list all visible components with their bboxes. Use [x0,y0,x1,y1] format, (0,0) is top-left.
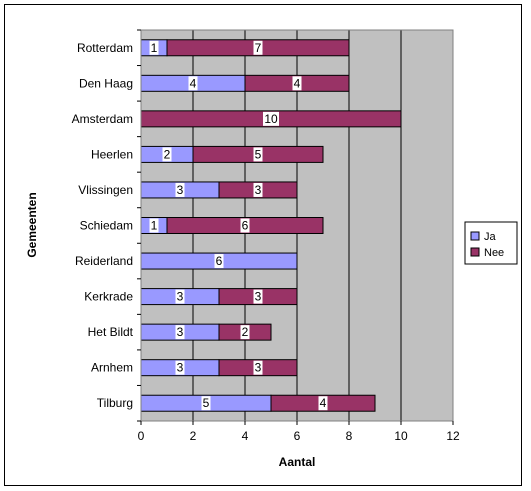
y-axis-title: Gemeenten [25,192,39,257]
data-label-bg [175,289,185,304]
data-label: 3 [177,183,184,197]
category-labels: Rotterdam Den Haag Amsterdam Heerlen Vlissin… [72,41,134,410]
category-label: Het Bildt [88,325,134,339]
x-tick-label: 12 [446,429,460,443]
data-label: 4 [190,76,197,90]
data-label-bg [253,289,263,304]
data-label-bg [149,40,159,55]
legend-label-ja: Ja [484,231,497,243]
data-label-bg [240,218,250,233]
data-label: 3 [177,361,184,375]
x-tick-label: 0 [138,429,145,443]
category-label: Heerlen [91,147,133,161]
data-label-bg [162,147,172,162]
data-label-bg [188,76,198,91]
category-label: Rotterdam [77,41,133,55]
data-label: 3 [255,361,262,375]
category-label: Schiedam [80,219,133,233]
category-label: Arnhem [91,361,133,375]
data-label: 6 [216,254,223,268]
data-label-bg [240,325,250,340]
data-label: 6 [242,219,249,233]
category-label: Vlissingen [78,183,133,197]
data-label: 4 [320,396,327,410]
category-label: Reiderland [75,254,133,268]
category-label: Amsterdam [72,112,133,126]
data-label: 2 [164,147,171,161]
x-tick-label: 10 [394,429,408,443]
data-label-bg [253,360,263,375]
data-label-bg [263,111,279,126]
data-label-bg [253,40,263,55]
data-label-bg [292,76,302,91]
x-tick-label: 8 [346,429,353,443]
category-label: Den Haag [79,76,133,90]
data-label: 4 [294,76,301,90]
data-label: 3 [177,290,184,304]
data-label-bg [318,396,328,411]
legend-swatch-nee [470,247,480,257]
legend-box [464,221,518,265]
data-label: 1 [151,41,158,55]
x-tick-label: 4 [242,429,249,443]
legend-label-nee: Nee [484,247,504,259]
data-label: 1 [151,219,158,233]
axes [137,29,454,425]
data-label: 5 [255,147,262,161]
data-label: 3 [177,325,184,339]
data-label-bg [149,218,159,233]
data-label: 3 [255,183,262,197]
data-label-bg [201,396,211,411]
x-tick-label: 6 [294,429,301,443]
data-label-bg [253,182,263,197]
data-label-bg [253,147,263,162]
data-label: 3 [255,290,262,304]
legend-swatch-ja [470,231,480,241]
legend: Ja Nee [464,221,518,265]
data-label-bg [214,254,224,269]
data-label: 10 [264,112,278,126]
data-label: 2 [242,325,249,339]
data-label-bg [175,182,185,197]
category-label: Tilburg [97,396,133,410]
x-tick-labels: 0 2 4 6 8 10 12 [138,429,460,443]
data-labels: 1 7 4 4 10 2 5 3 3 1 6 6 3 3 3 2 3 3 5 4 [149,40,328,411]
data-label-bg [175,325,185,340]
data-label: 5 [203,396,210,410]
x-axis-title: Aantal [279,455,316,469]
data-label: 7 [255,41,262,55]
category-label: Kerkrade [84,290,133,304]
data-label-bg [175,360,185,375]
x-tick-label: 2 [190,429,197,443]
